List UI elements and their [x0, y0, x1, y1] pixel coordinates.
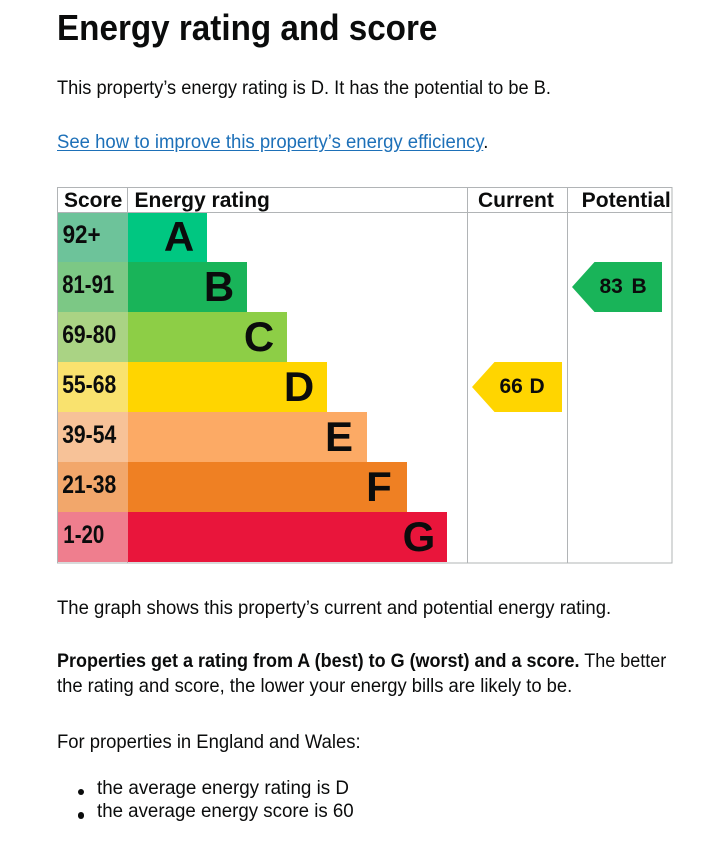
svg-text:B: B [632, 274, 647, 297]
svg-text:55-68: 55-68 [62, 371, 116, 399]
svg-text:39-54: 39-54 [62, 421, 116, 449]
svg-text:83: 83 [600, 274, 623, 297]
svg-text:66: 66 [500, 374, 523, 397]
svg-text:Potential: Potential [582, 189, 671, 212]
svg-text:F: F [366, 463, 392, 510]
svg-text:D: D [284, 363, 314, 410]
svg-text:69-80: 69-80 [62, 321, 116, 349]
svg-text:81-91: 81-91 [62, 271, 114, 299]
svg-text:21-38: 21-38 [62, 471, 116, 499]
svg-text:92+: 92+ [63, 221, 101, 249]
svg-text:B: B [204, 263, 234, 310]
svg-text:1-20: 1-20 [63, 521, 104, 549]
svg-text:C: C [244, 313, 274, 360]
svg-text:E: E [325, 413, 353, 460]
svg-text:D: D [530, 374, 545, 397]
svg-text:G: G [403, 513, 436, 560]
svg-text:A: A [164, 213, 194, 260]
svg-text:Score: Score [64, 189, 122, 212]
svg-text:Current: Current [478, 189, 554, 212]
svg-text:Energy rating: Energy rating [135, 189, 270, 212]
